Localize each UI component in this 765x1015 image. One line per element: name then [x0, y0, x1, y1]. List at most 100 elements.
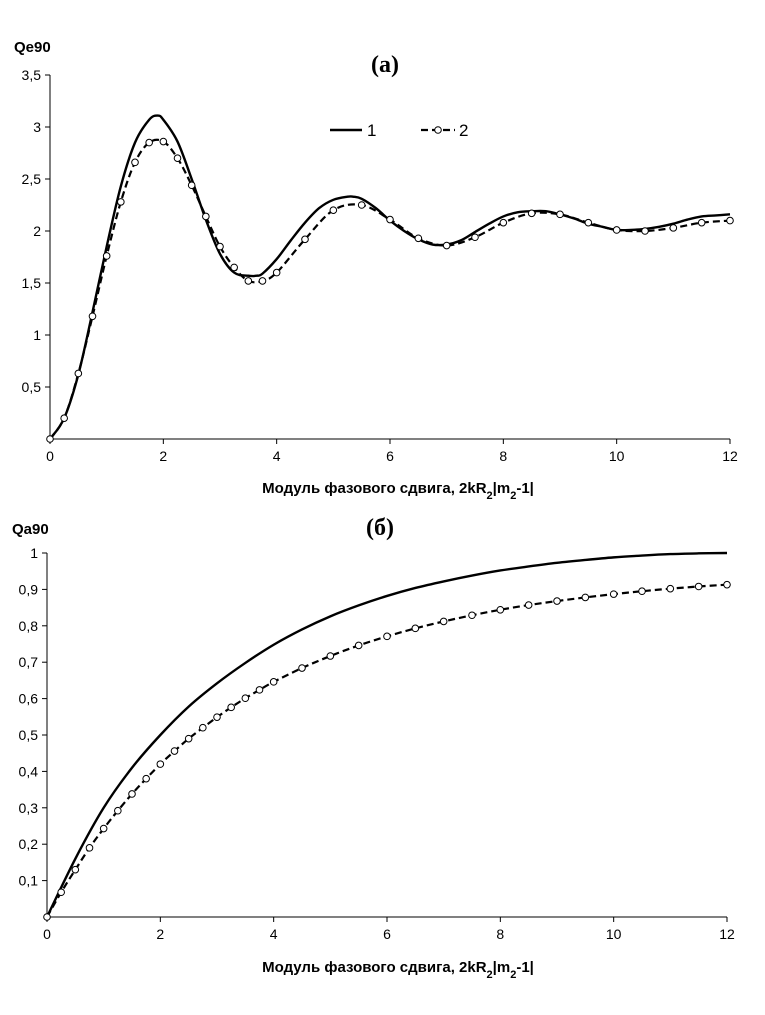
series-2-point-a	[272, 268, 281, 277]
series-2-point-a	[726, 216, 734, 225]
series-2-point-b	[354, 641, 363, 650]
x-tick-label-b: 4	[270, 926, 278, 942]
series-2-point-a	[102, 252, 111, 260]
series-2-point-b	[43, 913, 51, 921]
series-2-point-a	[386, 215, 394, 224]
series-2-point-a	[301, 235, 309, 244]
y-tick-label-b: 0,9	[19, 581, 39, 597]
y-tick-label-a: 1	[33, 327, 41, 343]
series-2-point-b	[241, 694, 250, 703]
series-2-point-b	[85, 844, 94, 852]
chart-panel-b: Qa90 (б) 0 2 4 6 8 10 12 0,1 0,2 0,3 0,4 0,5 0,6 0,7 0,8…	[12, 515, 735, 981]
y-tick-label-b: 1	[30, 545, 38, 561]
x-tick-label-a: 8	[499, 448, 507, 464]
y-tick-label-b: 0,6	[19, 691, 39, 707]
series-2-point-a	[159, 137, 168, 146]
series-2-point-a	[669, 224, 678, 232]
series-2-point-a	[88, 312, 97, 321]
x-tick-label-a: 12	[722, 448, 738, 464]
series-1-line-b	[45, 551, 728, 918]
x-tick-label-b: 12	[719, 926, 735, 942]
series-2-point-b	[57, 888, 65, 897]
series-2-point-a	[173, 154, 182, 162]
series-2-point-a	[202, 212, 210, 221]
series-2-point-a	[612, 226, 621, 234]
y-tick-label-b: 0,8	[19, 618, 39, 634]
series-2-point-b	[609, 590, 618, 598]
series-2-point-b	[723, 580, 731, 589]
series-2-point-b	[298, 664, 306, 672]
y-tick-label-b: 0,2	[19, 836, 39, 852]
y-axis-label-b: Qa90	[12, 521, 49, 538]
y-tick-label-b: 0,4	[19, 763, 39, 779]
x-tick-label-b: 2	[156, 926, 164, 942]
series-2-point-b	[99, 824, 108, 833]
series-2-point-b	[468, 611, 476, 620]
legend-label-2: 2	[459, 121, 468, 140]
series-2-point-b	[213, 713, 221, 721]
series-2-point-a	[145, 138, 153, 147]
y-tick-label-b: 0,1	[19, 873, 39, 889]
series-1-line-a	[49, 114, 731, 440]
series-2-point-b	[524, 601, 533, 609]
series-2-point-a	[244, 277, 253, 285]
series-2-point-b	[666, 584, 675, 593]
series-2-point-a	[74, 369, 83, 378]
series-2-point-b	[114, 806, 122, 815]
y-tick-label-a: 3	[33, 119, 41, 135]
x-axis-label-a: Модуль фазового сдвига, 2kR2|m2-1|	[262, 480, 534, 502]
series-2-point-b	[326, 652, 335, 660]
series-2-point-b	[383, 632, 391, 641]
series-2-point-b	[142, 774, 150, 783]
y-tick-label-b: 0,7	[19, 654, 39, 670]
series-2-point-b	[170, 747, 179, 755]
series-2-point-a	[117, 198, 125, 206]
series-2-point-a	[216, 242, 224, 251]
x-tick-label-a: 6	[386, 448, 394, 464]
series-2-point-b	[553, 597, 561, 605]
series-2-point-b	[269, 678, 278, 686]
x-tick-label-b: 6	[383, 926, 391, 942]
series-2-point-b	[156, 760, 165, 768]
series-2-point-a	[471, 233, 479, 242]
x-tick-label-a: 10	[609, 448, 625, 464]
y-tick-label-a: 0,5	[22, 379, 42, 395]
x-axis-label-b: Модуль фазового сдвига, 2kR2|m2-1|	[262, 959, 534, 981]
series-2-point-a	[187, 181, 196, 190]
series-2-point-a	[46, 435, 54, 443]
y-tick-label-b: 0,3	[19, 800, 39, 816]
legend-label-1: 1	[367, 121, 376, 140]
y-tick-label-a: 2,5	[22, 171, 42, 187]
series-2-point-b	[184, 734, 193, 743]
series-2-point-a	[527, 209, 536, 218]
x-tick-label-b: 0	[43, 926, 51, 942]
legend-marker-2	[434, 126, 442, 134]
series-2-point-b	[71, 865, 80, 874]
series-2-point-a	[414, 234, 423, 243]
series-2-point-b	[581, 593, 590, 602]
series-2-point-b	[411, 624, 420, 633]
series-2-point-b	[439, 617, 448, 626]
x-tick-label-b: 8	[496, 926, 504, 942]
series-2-point-b	[496, 605, 505, 614]
y-axis-label-a: Qe90	[14, 39, 51, 56]
series-2-point-a	[258, 277, 267, 285]
series-2-point-a	[641, 227, 649, 235]
series-2-point-b	[227, 703, 235, 712]
series-2-point-a	[230, 263, 238, 272]
y-tick-label-a: 1,5	[22, 275, 42, 291]
series-2-point-a	[499, 218, 508, 227]
x-tick-label-b: 10	[606, 926, 622, 942]
y-tick-label-a: 3,5	[22, 67, 42, 83]
series-2-point-b	[694, 582, 703, 591]
series-2-point-a	[556, 210, 564, 219]
panel-label-a: (а)	[371, 52, 399, 78]
x-tick-label-a: 4	[273, 448, 281, 464]
panel-label-b: (б)	[366, 515, 394, 541]
series-2-point-b	[128, 790, 136, 798]
series-2-point-a	[131, 158, 139, 167]
y-tick-label-a: 2	[33, 223, 41, 239]
